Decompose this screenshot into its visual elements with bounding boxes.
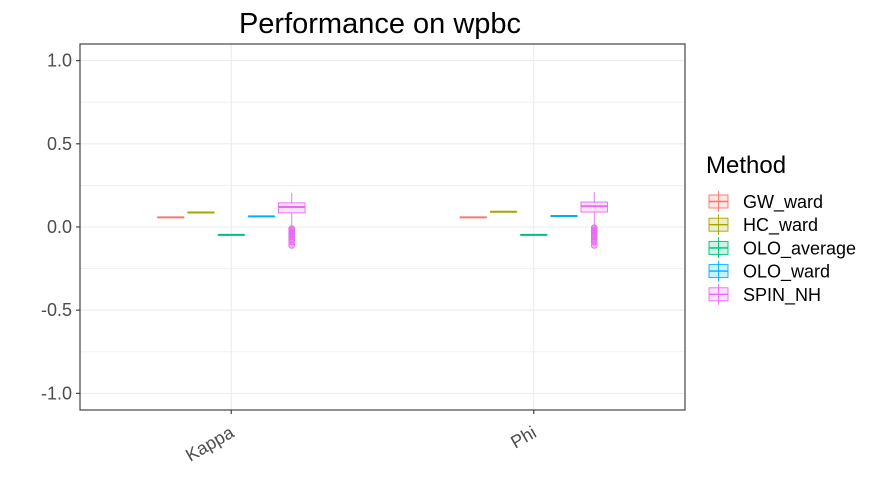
- y-tick-label: 1.0: [47, 51, 72, 71]
- legend-label: GW_ward: [743, 192, 823, 213]
- x-tick-label: Kappa: [182, 422, 238, 466]
- legend-item-HC_ward: HC_ward: [708, 214, 818, 236]
- y-axis: 1.0 0.5 0.0 -0.5 -1.0: [41, 51, 80, 403]
- legend-label: HC_ward: [743, 215, 818, 236]
- legend-label: OLO_ward: [743, 262, 830, 283]
- y-tick-label: 0.5: [47, 134, 72, 154]
- x-tick-label: Phi: [507, 422, 540, 452]
- y-tick-label: -0.5: [41, 300, 72, 320]
- chart-title: Performance on wpbc: [239, 8, 521, 40]
- legend-label: OLO_average: [743, 238, 856, 259]
- legend-item-OLO_ward: OLO_ward: [708, 260, 830, 283]
- outlier-point: [288, 241, 296, 249]
- y-tick-label: -1.0: [41, 383, 72, 403]
- grid-lines: [80, 44, 685, 410]
- box-SPIN_NH-Phi: [580, 192, 609, 249]
- outlier-point: [590, 241, 598, 249]
- legend-title: Method: [706, 152, 786, 179]
- legend-item-SPIN_NH: SPIN_NH: [708, 283, 821, 306]
- plot-marks: [156, 192, 609, 249]
- legend-item-OLO_average: OLO_average: [708, 237, 856, 259]
- box-SPIN_NH-Kappa: [277, 192, 306, 249]
- x-axis: Kappa Phi: [182, 410, 540, 465]
- legend-item-GW_ward: GW_ward: [708, 191, 823, 213]
- legend-label: SPIN_NH: [743, 285, 821, 306]
- y-tick-label: 0.0: [47, 217, 72, 237]
